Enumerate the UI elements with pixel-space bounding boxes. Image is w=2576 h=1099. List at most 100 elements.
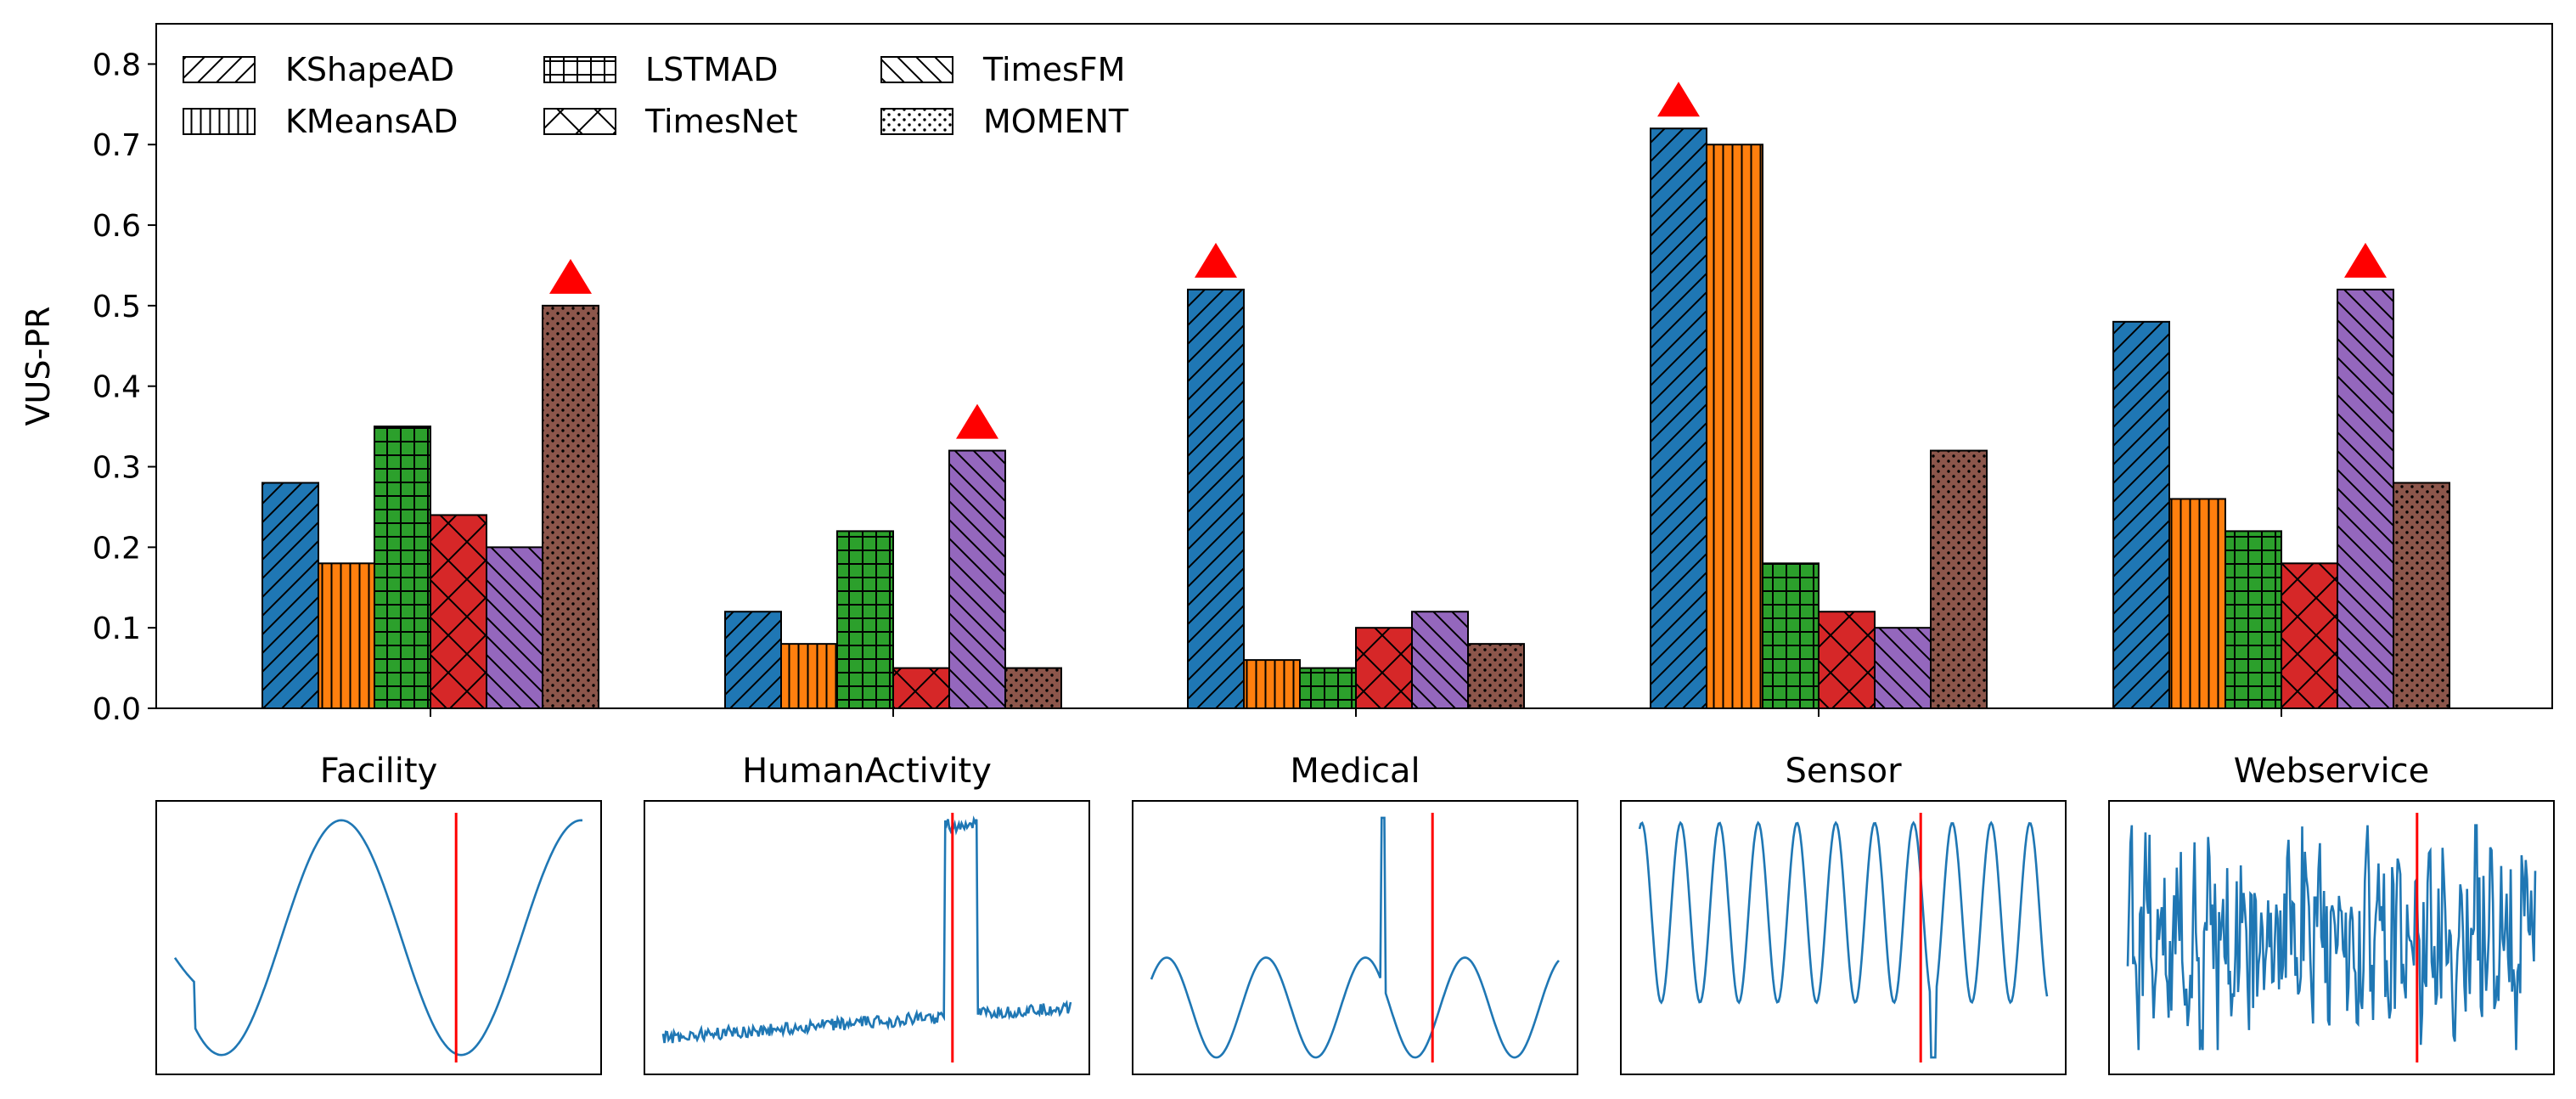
bar-hatch xyxy=(1467,643,1525,709)
bar-hatch xyxy=(2112,320,2170,709)
signal-line xyxy=(1638,820,2049,1059)
legend-swatch xyxy=(183,56,256,83)
y-axis-label: VUS-PR xyxy=(20,307,57,426)
bar-moment-humanactivity xyxy=(1004,667,1062,710)
bar-hatch xyxy=(836,530,894,710)
legend-label: MOMENT xyxy=(983,103,1129,140)
y-tick-label: 0.3 xyxy=(93,451,141,486)
bar-hatch xyxy=(2224,530,2282,710)
legend-label: KMeansAD xyxy=(285,103,458,140)
best-marker-triangle xyxy=(956,403,998,439)
legend-item-kmeansad: KMeansAD xyxy=(183,103,458,140)
thumbnail-title: Sensor xyxy=(1785,752,1902,791)
bar-lstmad-facility xyxy=(374,426,431,709)
bar-lstmad-medical xyxy=(1299,667,1357,710)
bar-moment-webservice xyxy=(2393,482,2450,710)
signal-line xyxy=(2126,824,2537,1051)
bar-lstmad-humanactivity xyxy=(836,530,894,710)
bar-kshapead-webservice xyxy=(2112,320,2170,709)
y-tick-label: 0.1 xyxy=(93,611,141,646)
signal-line xyxy=(1150,816,1560,1059)
thumbnail-frame xyxy=(644,800,1090,1075)
bar-hatch xyxy=(1762,562,1820,709)
legend-label: TimesNet xyxy=(644,103,798,140)
legend-swatch xyxy=(880,108,953,135)
legend-item-timesnet: TimesNet xyxy=(543,103,798,140)
bar-timesfm-medical xyxy=(1411,611,1469,710)
y-tick-label: 0.8 xyxy=(93,48,141,82)
best-marker-triangle xyxy=(1195,242,1237,278)
bar-kshapead-medical xyxy=(1187,288,1245,709)
best-markers xyxy=(549,82,2387,439)
bar-hatch xyxy=(1187,288,1245,709)
legend-swatch xyxy=(543,108,616,135)
bar-hatch xyxy=(1706,144,1763,709)
bar-kshapead-humanactivity xyxy=(724,611,782,710)
bar-timesfm-webservice xyxy=(2337,288,2394,709)
thumbnail-medical: Medical xyxy=(1132,752,1578,1075)
y-tick-label: 0.4 xyxy=(93,370,141,405)
thumbnail-frame xyxy=(155,800,602,1075)
bar-kmeansad-medical xyxy=(1243,659,1301,710)
bar-hatch xyxy=(318,562,375,709)
thumbnail-webservice: Webservice xyxy=(2108,752,2555,1075)
thumbnail-title: Webservice xyxy=(2234,752,2430,791)
best-marker-triangle xyxy=(2344,242,2387,278)
main-bar-chart: 0.0 0.1 0.2 0.3 0.4 0.5 0.6 0.7 0.8 VUS-PR KShap… xyxy=(20,23,2553,727)
legend-item-lstmad: LSTMAD xyxy=(543,51,779,88)
legend-swatch xyxy=(183,108,256,135)
thumbnail-humanactivity: HumanActivity xyxy=(644,752,1090,1075)
best-marker-triangle xyxy=(549,258,592,294)
legend-label: LSTMAD xyxy=(645,51,779,88)
bar-hatch xyxy=(2168,498,2226,709)
thumbnail-sensor: Sensor xyxy=(1620,752,2067,1075)
bar-hatch xyxy=(2281,562,2338,709)
signal-line xyxy=(173,819,583,1057)
thumbnail-title: HumanActivity xyxy=(742,752,992,791)
best-marker-triangle xyxy=(1657,82,1700,117)
bar-hatch xyxy=(374,426,431,709)
legend-item-timesfm: TimesFM xyxy=(880,51,1125,88)
legend: KShapeAD KMeansAD LSTMAD TimesNet TimesFM MOM… xyxy=(183,51,1129,140)
bar-timesnet-facility xyxy=(430,514,487,709)
bar-timesfm-humanactivity xyxy=(948,449,1006,709)
bar-hatch xyxy=(948,449,1006,709)
bar-hatch xyxy=(1299,667,1357,710)
bar-hatch xyxy=(1874,627,1932,709)
legend-item-kshapead: KShapeAD xyxy=(183,51,454,88)
y-tick-label: 0.2 xyxy=(93,531,141,566)
legend-swatch xyxy=(880,56,953,83)
thumbnail-row: Facility HumanActivity Medical Sensor Webser… xyxy=(155,752,2555,1075)
bar-kmeansad-webservice xyxy=(2168,498,2226,709)
bar-timesfm-facility xyxy=(486,546,543,710)
bar-lstmad-webservice xyxy=(2224,530,2282,710)
bar-hatch xyxy=(724,611,782,710)
x-axis xyxy=(430,708,2282,717)
thumbnail-frame xyxy=(2108,800,2555,1075)
bar-kshapead-facility xyxy=(262,482,319,710)
bar-moment-facility xyxy=(542,304,599,709)
bar-timesnet-webservice xyxy=(2281,562,2338,709)
bar-moment-medical xyxy=(1467,643,1525,709)
legend-label: TimesFM xyxy=(982,51,1125,88)
bar-timesfm-sensor xyxy=(1874,627,1932,709)
bar-kmeansad-humanactivity xyxy=(780,643,838,709)
bar-hatch xyxy=(262,482,319,710)
bar-hatch xyxy=(486,546,543,710)
legend-label: KShapeAD xyxy=(285,51,454,88)
bar-hatch xyxy=(542,304,599,709)
y-tick-label: 0.0 xyxy=(93,692,141,727)
bars xyxy=(262,127,2450,710)
y-axis: 0.0 0.1 0.2 0.3 0.4 0.5 0.6 0.7 0.8 xyxy=(93,48,156,727)
bar-hatch xyxy=(1650,127,1707,710)
bar-kmeansad-facility xyxy=(318,562,375,709)
bar-timesnet-sensor xyxy=(1818,611,1876,710)
legend-swatch xyxy=(543,56,616,83)
bar-lstmad-sensor xyxy=(1762,562,1820,709)
bar-hatch xyxy=(1411,611,1469,710)
bar-kshapead-sensor xyxy=(1650,127,1707,710)
bar-hatch xyxy=(892,667,950,710)
legend-item-moment: MOMENT xyxy=(880,103,1129,140)
thumbnail-title: Medical xyxy=(1290,752,1420,791)
